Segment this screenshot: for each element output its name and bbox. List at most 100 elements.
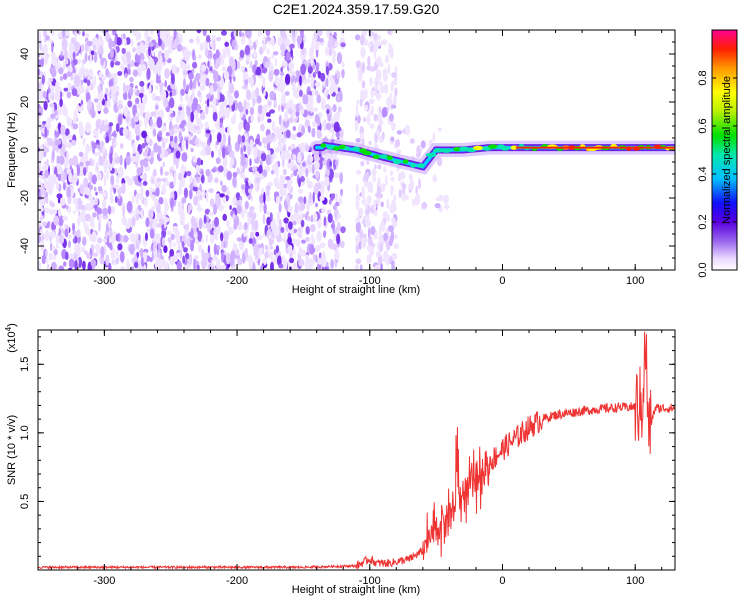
- spectrogram-speckle: [140, 58, 144, 66]
- spectrogram-speckle: [287, 146, 292, 151]
- spectrogram-speckle: [214, 216, 219, 228]
- spectrogram-speckle: [233, 112, 236, 124]
- spectrogram-speckle: [38, 179, 42, 190]
- spectrogram-speckle: [316, 94, 322, 104]
- spectrogram-speckle: [54, 139, 61, 146]
- spectrogram-speckle: [56, 193, 63, 199]
- spectrogram-speckle: [218, 110, 223, 119]
- spectrogram-speckle: [321, 96, 325, 108]
- spectrogram-speckle: [274, 57, 278, 67]
- spectrogram-ridge-hotspot: [410, 163, 417, 168]
- spectrogram-speckle: [242, 71, 248, 80]
- spectrogram-speckle: [218, 148, 222, 158]
- spectrogram-speckle: [116, 175, 120, 184]
- spectrogram-speckle: [53, 248, 58, 256]
- spectrogram-speckle: [111, 72, 118, 79]
- spectrogram-speckle: [38, 166, 41, 178]
- spectrogram-speckle: [64, 128, 70, 137]
- spectrogram-speckle: [313, 183, 320, 195]
- spectrogram-speckle: [50, 242, 53, 252]
- spectrogram-speckle: [373, 91, 378, 96]
- spectrogram-speckle: [162, 126, 167, 132]
- spectrogram-speckle: [186, 170, 192, 177]
- spectrogram-speckle: [143, 251, 148, 259]
- spectrogram-speckle: [265, 211, 271, 216]
- spectrogram-speckle: [284, 91, 290, 96]
- spectrogram-speckle: [222, 157, 228, 169]
- spectrogram-speckle: [377, 164, 382, 170]
- spectrogram-speckle: [314, 81, 321, 88]
- spectrogram-speckle: [356, 111, 359, 118]
- spectrogram-speckle: [269, 71, 274, 76]
- spectrogram-speckle: [88, 192, 93, 202]
- spectrogram-speckle: [161, 177, 167, 183]
- spectrogram-speckle: [323, 230, 327, 238]
- spectrogram-speckle: [169, 97, 175, 109]
- spectrogram-speckle: [390, 176, 395, 182]
- spectrogram-speckle: [189, 79, 193, 89]
- spectrogram-speckle: [57, 197, 61, 204]
- spectrogram-speckle: [108, 226, 113, 239]
- spectrogram-speckle: [193, 55, 197, 61]
- spectrogram-speckle: [121, 54, 127, 64]
- spectrogram-speckle: [205, 234, 208, 243]
- spectrogram-speckle: [363, 117, 367, 123]
- spectrogram-speckle: [43, 100, 48, 111]
- spectrogram-speckle: [308, 73, 312, 79]
- spectrogram-speckle: [156, 116, 163, 129]
- spectrogram-speckle: [82, 59, 86, 65]
- spectrogram-ridge-hotspot: [386, 155, 393, 160]
- spectrogram-speckle: [96, 161, 100, 169]
- spectrogram-speckle: [288, 221, 293, 230]
- spectrogram-speckle: [245, 108, 249, 115]
- spectrogram-speckle: [267, 118, 272, 123]
- spectrogram-speckle: [164, 49, 170, 61]
- spectrogram-speckle: [127, 100, 133, 108]
- spectrogram-speckle: [121, 63, 125, 74]
- spectrogram-speckle: [142, 151, 148, 157]
- spectrogram-speckle: [319, 242, 326, 249]
- spectrogram-speckle: [131, 266, 134, 270]
- spectrogram-speckle: [307, 125, 311, 133]
- spectrogram-speckle: [262, 137, 267, 144]
- spectrogram-speckle: [92, 212, 97, 218]
- snr-x-ticks: -300 -200 -100 0 100: [50, 330, 663, 587]
- spectrogram-speckle: [334, 40, 339, 48]
- spectrogram-speckle: [178, 131, 182, 141]
- spectrogram-speckle: [263, 203, 267, 214]
- spectrogram-speckle: [372, 175, 376, 183]
- spectrogram-speckle: [153, 56, 159, 63]
- spectrogram-speckle: [318, 38, 324, 43]
- spectrogram-speckle: [340, 190, 343, 197]
- spectrogram-speckle: [190, 147, 194, 153]
- spectrogram-speckle: [197, 230, 203, 242]
- spectrogram-speckle: [79, 184, 84, 195]
- spectrogram-speckle: [265, 30, 271, 37]
- spectrogram-speckle: [308, 257, 315, 267]
- spectrogram-speckle: [188, 203, 193, 211]
- spectrogram-speckle: [70, 76, 74, 81]
- spectrogram-speckle: [418, 178, 421, 190]
- spectrogram-speckle: [387, 30, 392, 35]
- spectrogram-speckle: [209, 84, 214, 96]
- spectrogram-speckle: [279, 75, 284, 82]
- spectrogram-speckle: [244, 78, 249, 87]
- spectrogram-speckle: [122, 206, 125, 218]
- spectrogram-speckle: [157, 66, 161, 76]
- spectrogram-speckle: [41, 194, 45, 207]
- spectrogram-speckle: [64, 52, 68, 60]
- spectrogram-speckle: [260, 152, 267, 162]
- spectrogram-speckle: [114, 61, 121, 66]
- spectrogram-speckle: [122, 33, 126, 40]
- spectrogram-speckle: [38, 206, 44, 213]
- spectrogram-speckle: [340, 240, 345, 249]
- spectrogram-speckle: [86, 222, 89, 234]
- spectrogram-speckle: [98, 53, 103, 59]
- spectrogram-speckle: [379, 243, 384, 252]
- spectrogram-speckle: [67, 205, 72, 214]
- spectrogram-speckle: [38, 31, 42, 42]
- spectrogram-speckle: [255, 231, 260, 237]
- spectrogram-speckle: [117, 104, 124, 109]
- spectrogram-speckle: [38, 59, 42, 68]
